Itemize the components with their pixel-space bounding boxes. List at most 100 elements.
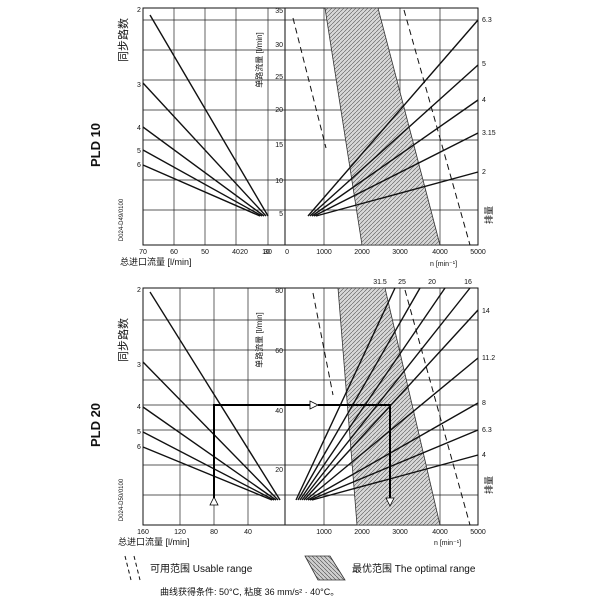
left-fan-lines-pld20 [142, 291, 281, 501]
left-fan-lines-pld10 [142, 14, 269, 217]
code-pld10: D024-D49/0100 [119, 198, 125, 241]
tick-label: 3 [137, 82, 141, 89]
tick-label: 20 [275, 107, 283, 114]
tick-label: 3 [137, 362, 141, 369]
tick-label: 25 [398, 279, 406, 286]
legend-optimal-swatch [304, 555, 346, 581]
tick-label: 4 [137, 404, 141, 411]
code-pld20: D024-D50/0100 [119, 478, 125, 521]
left-axis-label-pld20: 总进口流量 [l/min] [118, 536, 190, 547]
left-y-ticks-pld10: 2 3 4 5 6 [137, 7, 141, 169]
left-y-ticks-pld20: 2 3 4 5 6 [137, 287, 141, 451]
tick-label: 4 [137, 125, 141, 132]
legend-usable-swatch-a [124, 555, 132, 581]
tick-label: 0 [285, 249, 289, 256]
tick-label: 20 [275, 467, 283, 474]
right-ticks-pld20: 14 11.2 8 6.3 4 [482, 308, 495, 459]
tick-label: 5 [482, 61, 486, 68]
tick-label: 60 [170, 249, 178, 256]
tick-label: 4 [482, 97, 486, 104]
legend: 可用范围 Usable range 最优范围 The optimal range [124, 555, 476, 581]
left-axis-ticks-pld10: 70 60 50 40 30 20 10 [139, 249, 272, 256]
tick-label: 4000 [432, 529, 448, 536]
tick-label: 160 [137, 529, 149, 536]
tick-label: 3000 [392, 529, 408, 536]
tick-label: 40 [244, 529, 252, 536]
tick-label: 30 [275, 42, 283, 49]
example-path-pld20 [213, 404, 391, 498]
tick-label: 70 [139, 249, 147, 256]
chart-title-pld10: PLD 10 [88, 123, 103, 167]
footnote: 曲线获得条件: 50°C, 粘度 36 mm/s² · 40°C。 [160, 586, 339, 597]
speed-axis-label-pld10: n [min⁻¹] [430, 261, 457, 268]
tick-label: 40 [275, 408, 283, 415]
middle-axis-label-pld20: 单路流量 [l/min] [254, 312, 264, 368]
tick-label: 6.3 [482, 17, 492, 24]
usable-limit-left-pld20 [312, 292, 334, 396]
arrow-right-marker [309, 400, 319, 410]
tick-label: 2 [137, 7, 141, 14]
tick-label: 6 [137, 162, 141, 169]
tick-label: 16 [464, 279, 472, 286]
tick-label: 2 [482, 169, 486, 176]
usable-limit-right-pld10 [403, 9, 471, 246]
tick-label: 4000 [432, 249, 448, 256]
tick-label: 1000 [316, 249, 332, 256]
optimal-range-band-pld10 [324, 7, 441, 246]
tick-label: 11.2 [482, 355, 495, 362]
tick-label: 2000 [354, 249, 370, 256]
chart-pld20: PLD 20 同步路数 D024-D50/0100 2 3 4 5 6 160 … [88, 279, 495, 547]
chart-title-pld20: PLD 20 [88, 403, 103, 447]
left-axis-label-pld10: 总进口流量 [l/min] [120, 256, 192, 267]
left-axis-ticks-pld20: 160 120 80 40 [137, 529, 252, 536]
arrow-down-marker [385, 497, 395, 507]
tick-label: 5 [137, 429, 141, 436]
tick-label: 5 [279, 211, 283, 218]
tick-label: 35 [275, 8, 283, 15]
tick-label: 10 [275, 178, 283, 185]
tick-label: 2000 [354, 529, 370, 536]
tick-label: 8 [482, 400, 486, 407]
tick-label: 31.5 [373, 279, 387, 286]
tick-label: 5000 [470, 529, 486, 536]
speed-axis-ticks-pld20: 1000 2000 3000 4000 5000 [316, 529, 486, 536]
tick-label: 30 [264, 249, 272, 256]
legend-optimal-label: 最优范围 The optimal range [352, 562, 476, 575]
tick-label: 10 [262, 249, 270, 256]
tick-label: 6 [137, 444, 141, 451]
middle-axis-label-pld10: 单路流量 [l/min] [254, 32, 264, 88]
tick-label: 1000 [316, 529, 332, 536]
middle-axis-ticks-pld10: 35 30 25 20 15 10 5 0 [275, 8, 289, 256]
right-label-pld10: 排量 [483, 206, 494, 224]
tick-label: 20 [428, 279, 436, 286]
tick-label: 14 [482, 308, 490, 315]
tick-label: 3000 [392, 249, 408, 256]
tick-label: 15 [275, 142, 283, 149]
legend-usable-label: 可用范围 Usable range [150, 562, 253, 575]
tick-label: 40 [232, 249, 240, 256]
tick-label: 25 [275, 74, 283, 81]
right-ticks-pld10: 6.3 5 4 3.15 2 [482, 17, 496, 176]
legend-usable-swatch-b [133, 555, 141, 581]
middle-axis-ticks-pld20: 80 60 40 20 [275, 288, 283, 474]
tick-label: 5 [137, 148, 141, 155]
tick-label: 80 [275, 288, 283, 295]
tick-label: 3.15 [482, 130, 496, 137]
right-fan-lines-pld10 [307, 19, 479, 217]
top-ticks-pld20: 31.5 25 20 16 [373, 279, 472, 286]
left-ylabel-pld10: 同步路数 [117, 18, 130, 62]
tick-label: 6.3 [482, 427, 492, 434]
tick-label: 80 [210, 529, 218, 536]
tick-label: 60 [275, 348, 283, 355]
tick-label: 20 [240, 249, 248, 256]
usable-limit-right-pld20 [404, 289, 471, 526]
tick-label: 5000 [470, 249, 486, 256]
speed-axis-ticks-pld10: 1000 2000 3000 4000 5000 [316, 249, 486, 256]
speed-axis-label-pld20: n [min⁻¹] [434, 540, 461, 547]
tick-label: 120 [174, 529, 186, 536]
right-label-pld20: 排量 [483, 476, 494, 494]
tick-label: 50 [201, 249, 209, 256]
usable-limit-left-pld10 [292, 17, 327, 149]
tick-label: 4 [482, 452, 486, 459]
